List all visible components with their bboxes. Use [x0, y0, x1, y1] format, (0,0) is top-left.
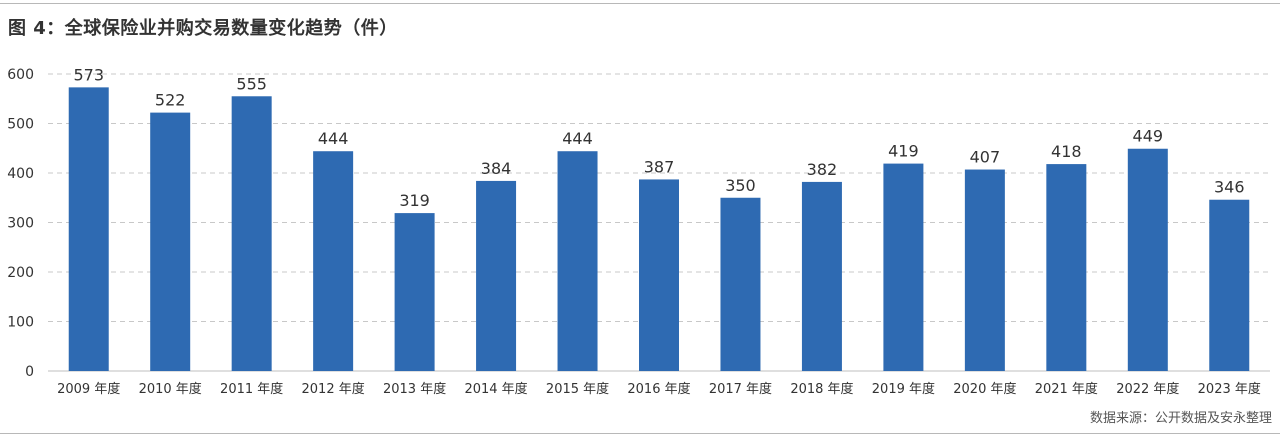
data-label: 419: [888, 142, 919, 161]
x-tick-label: 2016 年度: [627, 381, 690, 397]
data-label: 449: [1133, 127, 1164, 146]
source-note: 数据来源：公开数据及安永整理: [1089, 411, 1272, 426]
x-tick-label: 2020 年度: [953, 381, 1016, 397]
x-tick-label: 2022 年度: [1116, 381, 1179, 397]
data-label: 346: [1214, 178, 1245, 197]
data-label: 444: [562, 129, 593, 148]
top-rule: [0, 3, 1280, 4]
chart-title: 图 4：全球保险业并购交易数量变化趋势（件）: [8, 18, 398, 39]
y-tick-label: 500: [7, 117, 34, 133]
data-label: 555: [236, 74, 267, 93]
bar: [557, 151, 598, 371]
x-tick-label: 2012 年度: [302, 381, 365, 397]
bottom-rule: [0, 433, 1280, 434]
x-tick-label: 2014 年度: [464, 381, 527, 397]
bar: [639, 179, 679, 371]
y-tick-label: 200: [7, 265, 34, 281]
x-tick-label: 2023 年度: [1198, 381, 1261, 397]
data-label: 418: [1051, 142, 1082, 161]
y-tick-label: 600: [7, 67, 34, 83]
data-label: 382: [807, 160, 838, 179]
bar: [801, 181, 842, 371]
bar: [883, 163, 924, 371]
y-tick-label: 300: [7, 216, 34, 232]
bar: [1127, 148, 1168, 371]
bar: [1209, 199, 1250, 371]
data-label: 319: [399, 191, 430, 210]
bar: [231, 96, 272, 372]
x-tick-label: 2021 年度: [1035, 381, 1098, 397]
data-label: 522: [155, 91, 186, 110]
x-tick-label: 2015 年度: [546, 381, 609, 397]
y-tick-label: 400: [7, 166, 34, 182]
bar: [150, 112, 191, 372]
bar: [68, 87, 109, 372]
data-label: 350: [725, 176, 756, 195]
bar: [1046, 164, 1087, 371]
bar: [720, 197, 761, 371]
y-tick-label: 0: [25, 364, 34, 380]
bar: [964, 169, 1005, 371]
bar: [313, 151, 354, 371]
x-tick-label: 2019 年度: [872, 381, 935, 397]
x-tick-label: 2013 年度: [383, 381, 446, 397]
y-tick-label: 100: [7, 315, 34, 331]
x-tick-label: 2009 年度: [57, 381, 120, 397]
x-tick-label: 2010 年度: [139, 381, 202, 397]
data-label: 444: [318, 129, 349, 148]
x-tick-label: 2018 年度: [790, 381, 853, 397]
bar: [394, 213, 435, 371]
x-tick-label: 2011 年度: [220, 381, 283, 397]
data-label: 573: [73, 65, 104, 84]
x-tick-label: 2017 年度: [709, 381, 772, 397]
data-label: 387: [644, 157, 675, 176]
data-label: 384: [481, 159, 512, 178]
bar: [476, 180, 517, 371]
data-label: 407: [970, 148, 1001, 167]
